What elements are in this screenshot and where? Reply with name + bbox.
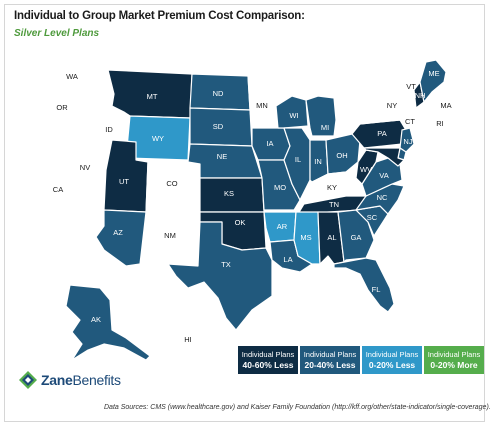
state-md xyxy=(363,147,405,167)
state-az xyxy=(95,209,147,267)
state-me xyxy=(419,59,447,103)
state-label-ok: OK xyxy=(235,218,246,227)
legend-item-c40-60: Individual Plans 40-60% Less xyxy=(238,346,298,374)
state-label-nv: NV xyxy=(80,163,90,172)
state-ri xyxy=(423,113,433,125)
state-va xyxy=(361,157,403,197)
state-label-mt: MT xyxy=(147,92,158,101)
state-label-sc: SC xyxy=(367,213,378,222)
state-label-ma: MA xyxy=(440,101,451,110)
state-label-ca: CA xyxy=(53,185,63,194)
state-label-ut: UT xyxy=(119,177,129,186)
logo-text-light: Benefits xyxy=(72,372,121,388)
legend: Individual Plans 40-60% Less Individual Pl… xyxy=(238,346,484,374)
state-label-wa: WA xyxy=(66,72,78,81)
logo-text-bold: Zane xyxy=(41,372,73,388)
map-subtitle: Silver Level Plans xyxy=(14,28,100,39)
state-fl xyxy=(333,257,395,313)
state-label-wv: WV xyxy=(360,165,372,174)
state-label-az: AZ xyxy=(113,228,123,237)
legend-item-more: Individual Plans 0-20% More xyxy=(424,346,484,374)
state-label-ne: NE xyxy=(217,152,227,161)
legend-item-label: Individual Plans xyxy=(241,350,295,359)
state-nj xyxy=(399,127,415,153)
state-label-la: LA xyxy=(283,255,292,264)
state-label-tn: TN xyxy=(329,200,339,209)
legend-item-range: 20-40% Less xyxy=(304,360,356,370)
state-label-ct: CT xyxy=(405,117,415,126)
state-tx xyxy=(167,221,273,331)
state-label-co: CO xyxy=(166,179,177,188)
state-label-al: AL xyxy=(327,233,336,242)
legend-item-range: 0-20% Less xyxy=(368,360,416,370)
legend-item-label: Individual Plans xyxy=(365,350,419,359)
state-label-id: ID xyxy=(105,125,113,134)
legend-item-label: Individual Plans xyxy=(303,350,357,359)
state-label-or: OR xyxy=(56,103,68,112)
legend-item-c0-20: Individual Plans 0-20% Less xyxy=(362,346,422,374)
state-label-ia: IA xyxy=(266,139,273,148)
state-label-md: MD xyxy=(408,157,420,166)
state-label-hi: HI xyxy=(184,335,192,344)
state-label-mn: MN xyxy=(256,101,268,110)
state-label-mi: MI xyxy=(321,123,329,132)
legend-item-label: Individual Plans xyxy=(427,350,481,359)
state-nc xyxy=(355,183,405,215)
state-label-pa: PA xyxy=(377,129,386,138)
legend-item-range: 40-60% Less xyxy=(242,360,294,370)
state-label-ar: AR xyxy=(277,222,288,231)
map-title: Individual to Group Market Premium Cost … xyxy=(14,10,305,22)
state-ak xyxy=(65,284,151,361)
state-label-nd: ND xyxy=(213,89,224,98)
zane-logo-icon xyxy=(19,371,37,389)
state-label-ri: RI xyxy=(436,119,444,128)
state-label-nh: NH xyxy=(415,91,426,100)
state-label-fl: FL xyxy=(372,285,381,294)
state-label-me: ME xyxy=(428,69,439,78)
state-label-in: IN xyxy=(314,157,322,166)
state-label-sd: SD xyxy=(213,122,224,131)
state-label-ak: AK xyxy=(91,315,101,324)
state-label-nj: NJ xyxy=(403,137,412,146)
state-label-ga: GA xyxy=(351,233,362,242)
state-label-wy: WY xyxy=(152,134,164,143)
zanebenefits-logo: ZaneBenefits xyxy=(18,370,121,390)
state-label-nm: NM xyxy=(164,231,176,240)
state-label-tx: TX xyxy=(221,260,231,269)
state-label-de: DE xyxy=(409,147,419,156)
state-nv xyxy=(77,122,113,201)
legend-item-c20-40: Individual Plans 20-40% Less xyxy=(300,346,360,374)
state-label-mo: MO xyxy=(274,183,286,192)
state-label-ny: NY xyxy=(387,101,397,110)
state-nm xyxy=(145,211,201,271)
state-label-il: IL xyxy=(295,155,301,164)
data-source-note: Data Sources: CMS (www.healthcare.gov) a… xyxy=(104,404,491,411)
state-label-nc: NC xyxy=(377,193,388,202)
state-label-va: VA xyxy=(379,171,388,180)
state-label-ms: MS xyxy=(300,233,311,242)
state-label-wi: WI xyxy=(289,111,298,120)
state-wi xyxy=(275,95,309,129)
state-hi xyxy=(179,342,221,370)
state-label-oh: OH xyxy=(336,151,347,160)
state-label-vt: VT xyxy=(406,82,416,91)
state-mi xyxy=(305,95,337,137)
state-label-ks: KS xyxy=(224,189,234,198)
legend-item-range: 0-20% More xyxy=(430,360,478,370)
state-label-ky: KY xyxy=(327,183,337,192)
logo-text: ZaneBenefits xyxy=(41,372,121,388)
